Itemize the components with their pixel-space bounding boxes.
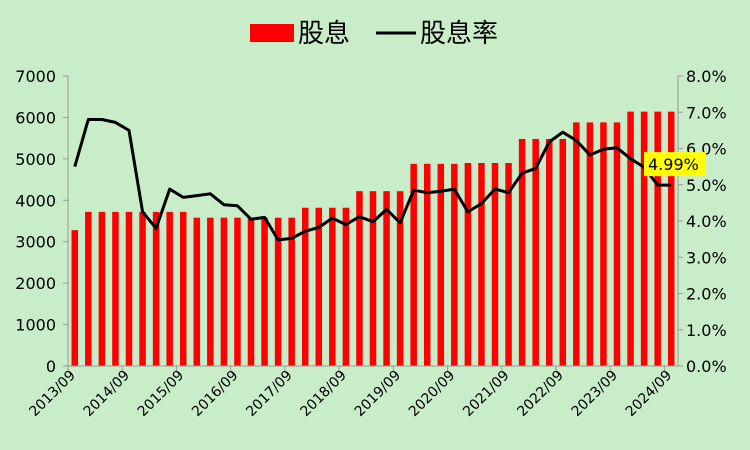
y-left-tick-label: 6000 [15, 108, 56, 127]
yield-annotation: 4.99% [644, 152, 706, 177]
x-tick-label: 2016/09 [189, 368, 241, 420]
bar [613, 122, 621, 367]
bar [451, 163, 458, 366]
x-tick-label: 2014/09 [81, 368, 133, 420]
annotation-background [644, 152, 706, 177]
x-tick-label: 2017/09 [243, 368, 295, 420]
bar [112, 211, 119, 366]
yield-line [73, 118, 672, 242]
x-tick-label: 2020/09 [406, 368, 458, 420]
y-left-tick-label: 2000 [15, 274, 56, 293]
legend-label-yield: 股息率 [420, 19, 498, 49]
x-tick-label: 2015/09 [135, 368, 187, 420]
bar [288, 217, 295, 366]
bar [545, 138, 553, 366]
bar [179, 211, 187, 366]
bar [600, 122, 607, 367]
x-tick-label: 2023/09 [569, 368, 621, 420]
y-right-tick-label: 2.0% [686, 285, 727, 304]
bar [261, 217, 268, 366]
bar [437, 163, 445, 366]
bar [125, 211, 133, 366]
y-right-tick-label: 4.0% [686, 212, 727, 231]
y-right-tick-label: 5.0% [686, 176, 727, 195]
bar [573, 122, 580, 367]
bar [518, 138, 526, 366]
bar [491, 163, 499, 366]
bar [478, 163, 485, 366]
y-right-tick-label: 7.0% [686, 103, 727, 122]
y-left-tick-label: 5000 [15, 150, 56, 169]
bar [234, 217, 241, 366]
bar [586, 122, 594, 367]
x-tick-label: 2018/09 [297, 368, 349, 420]
bar [505, 163, 512, 366]
bar [423, 163, 431, 366]
bar [85, 211, 92, 366]
y-right-tick-label: 1.0% [686, 321, 727, 340]
bar [152, 211, 160, 366]
legend: 股息 股息率 [250, 19, 498, 49]
bar [207, 217, 214, 366]
x-tick-label: 2024/09 [623, 368, 675, 420]
bar [274, 217, 282, 366]
bar [247, 217, 255, 366]
x-tick-label: 2019/09 [352, 368, 404, 420]
bar [315, 207, 323, 366]
bar-series [71, 111, 675, 367]
bar [532, 138, 539, 366]
bar [396, 191, 404, 366]
bar [410, 163, 417, 366]
bar [627, 111, 634, 366]
legend-swatch-bar [250, 24, 294, 42]
y-left-tick-label: 0 [46, 357, 56, 376]
x-tick-label: 2022/09 [514, 368, 566, 420]
y-left-tick-label: 4000 [15, 191, 56, 210]
bar [166, 211, 173, 366]
bar [369, 191, 377, 366]
bar [301, 207, 309, 366]
y-right-tick-label: 3.0% [686, 248, 727, 267]
bar [640, 111, 648, 366]
bar [356, 191, 363, 366]
bar [139, 211, 146, 366]
bar [654, 111, 661, 366]
bar [329, 207, 336, 366]
bar [667, 111, 675, 366]
bar [71, 230, 79, 366]
bar [220, 217, 228, 366]
y-right-tick-label: 8.0% [686, 67, 727, 86]
bar [342, 207, 350, 366]
bar [383, 191, 390, 366]
bar [464, 163, 472, 366]
y-right-tick-label: 0.0% [686, 357, 727, 376]
bar [559, 138, 567, 366]
annotation-label: 4.99% [648, 155, 699, 174]
y-left-tick-label: 3000 [15, 233, 56, 252]
legend-label-dividend: 股息 [298, 19, 350, 49]
bar [193, 217, 201, 366]
y-left-tick-label: 7000 [15, 67, 56, 86]
bar [98, 211, 106, 366]
y-left-tick-label: 1000 [15, 316, 56, 335]
x-tick-label: 2021/09 [460, 368, 512, 420]
